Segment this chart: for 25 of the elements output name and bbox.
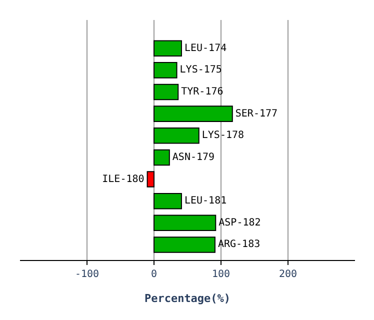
x-tick-label: 100 (212, 269, 230, 280)
y-tick-label: LEU-174 (184, 42, 227, 54)
y-tick-label: ARG-183 (218, 239, 260, 250)
y-tick-label: SER-177 (235, 108, 278, 120)
bar (154, 84, 179, 100)
x-axis-title: Percentage(%) (144, 292, 231, 306)
bar (154, 149, 170, 166)
y-tick-label: ASN-179 (172, 152, 215, 163)
x-tick-label: 200 (278, 269, 298, 280)
bar (154, 106, 233, 122)
bar (154, 214, 216, 232)
y-tick-label: ILE-180 (102, 174, 144, 185)
x-tick-label: 0 (150, 269, 158, 280)
bar (154, 128, 200, 144)
x-tick-label: -100 (74, 269, 100, 280)
y-tick-label: ASP-182 (218, 217, 261, 228)
bar (154, 192, 182, 210)
y-tick-label: LYS-178 (202, 130, 244, 142)
bar (154, 62, 178, 78)
y-tick-label: LYS-175 (180, 64, 222, 76)
bar (154, 236, 216, 253)
y-tick-label: TYR-176 (181, 86, 224, 98)
bar (146, 171, 154, 188)
bar (154, 40, 182, 56)
y-tick-label: LEU-181 (184, 196, 227, 207)
